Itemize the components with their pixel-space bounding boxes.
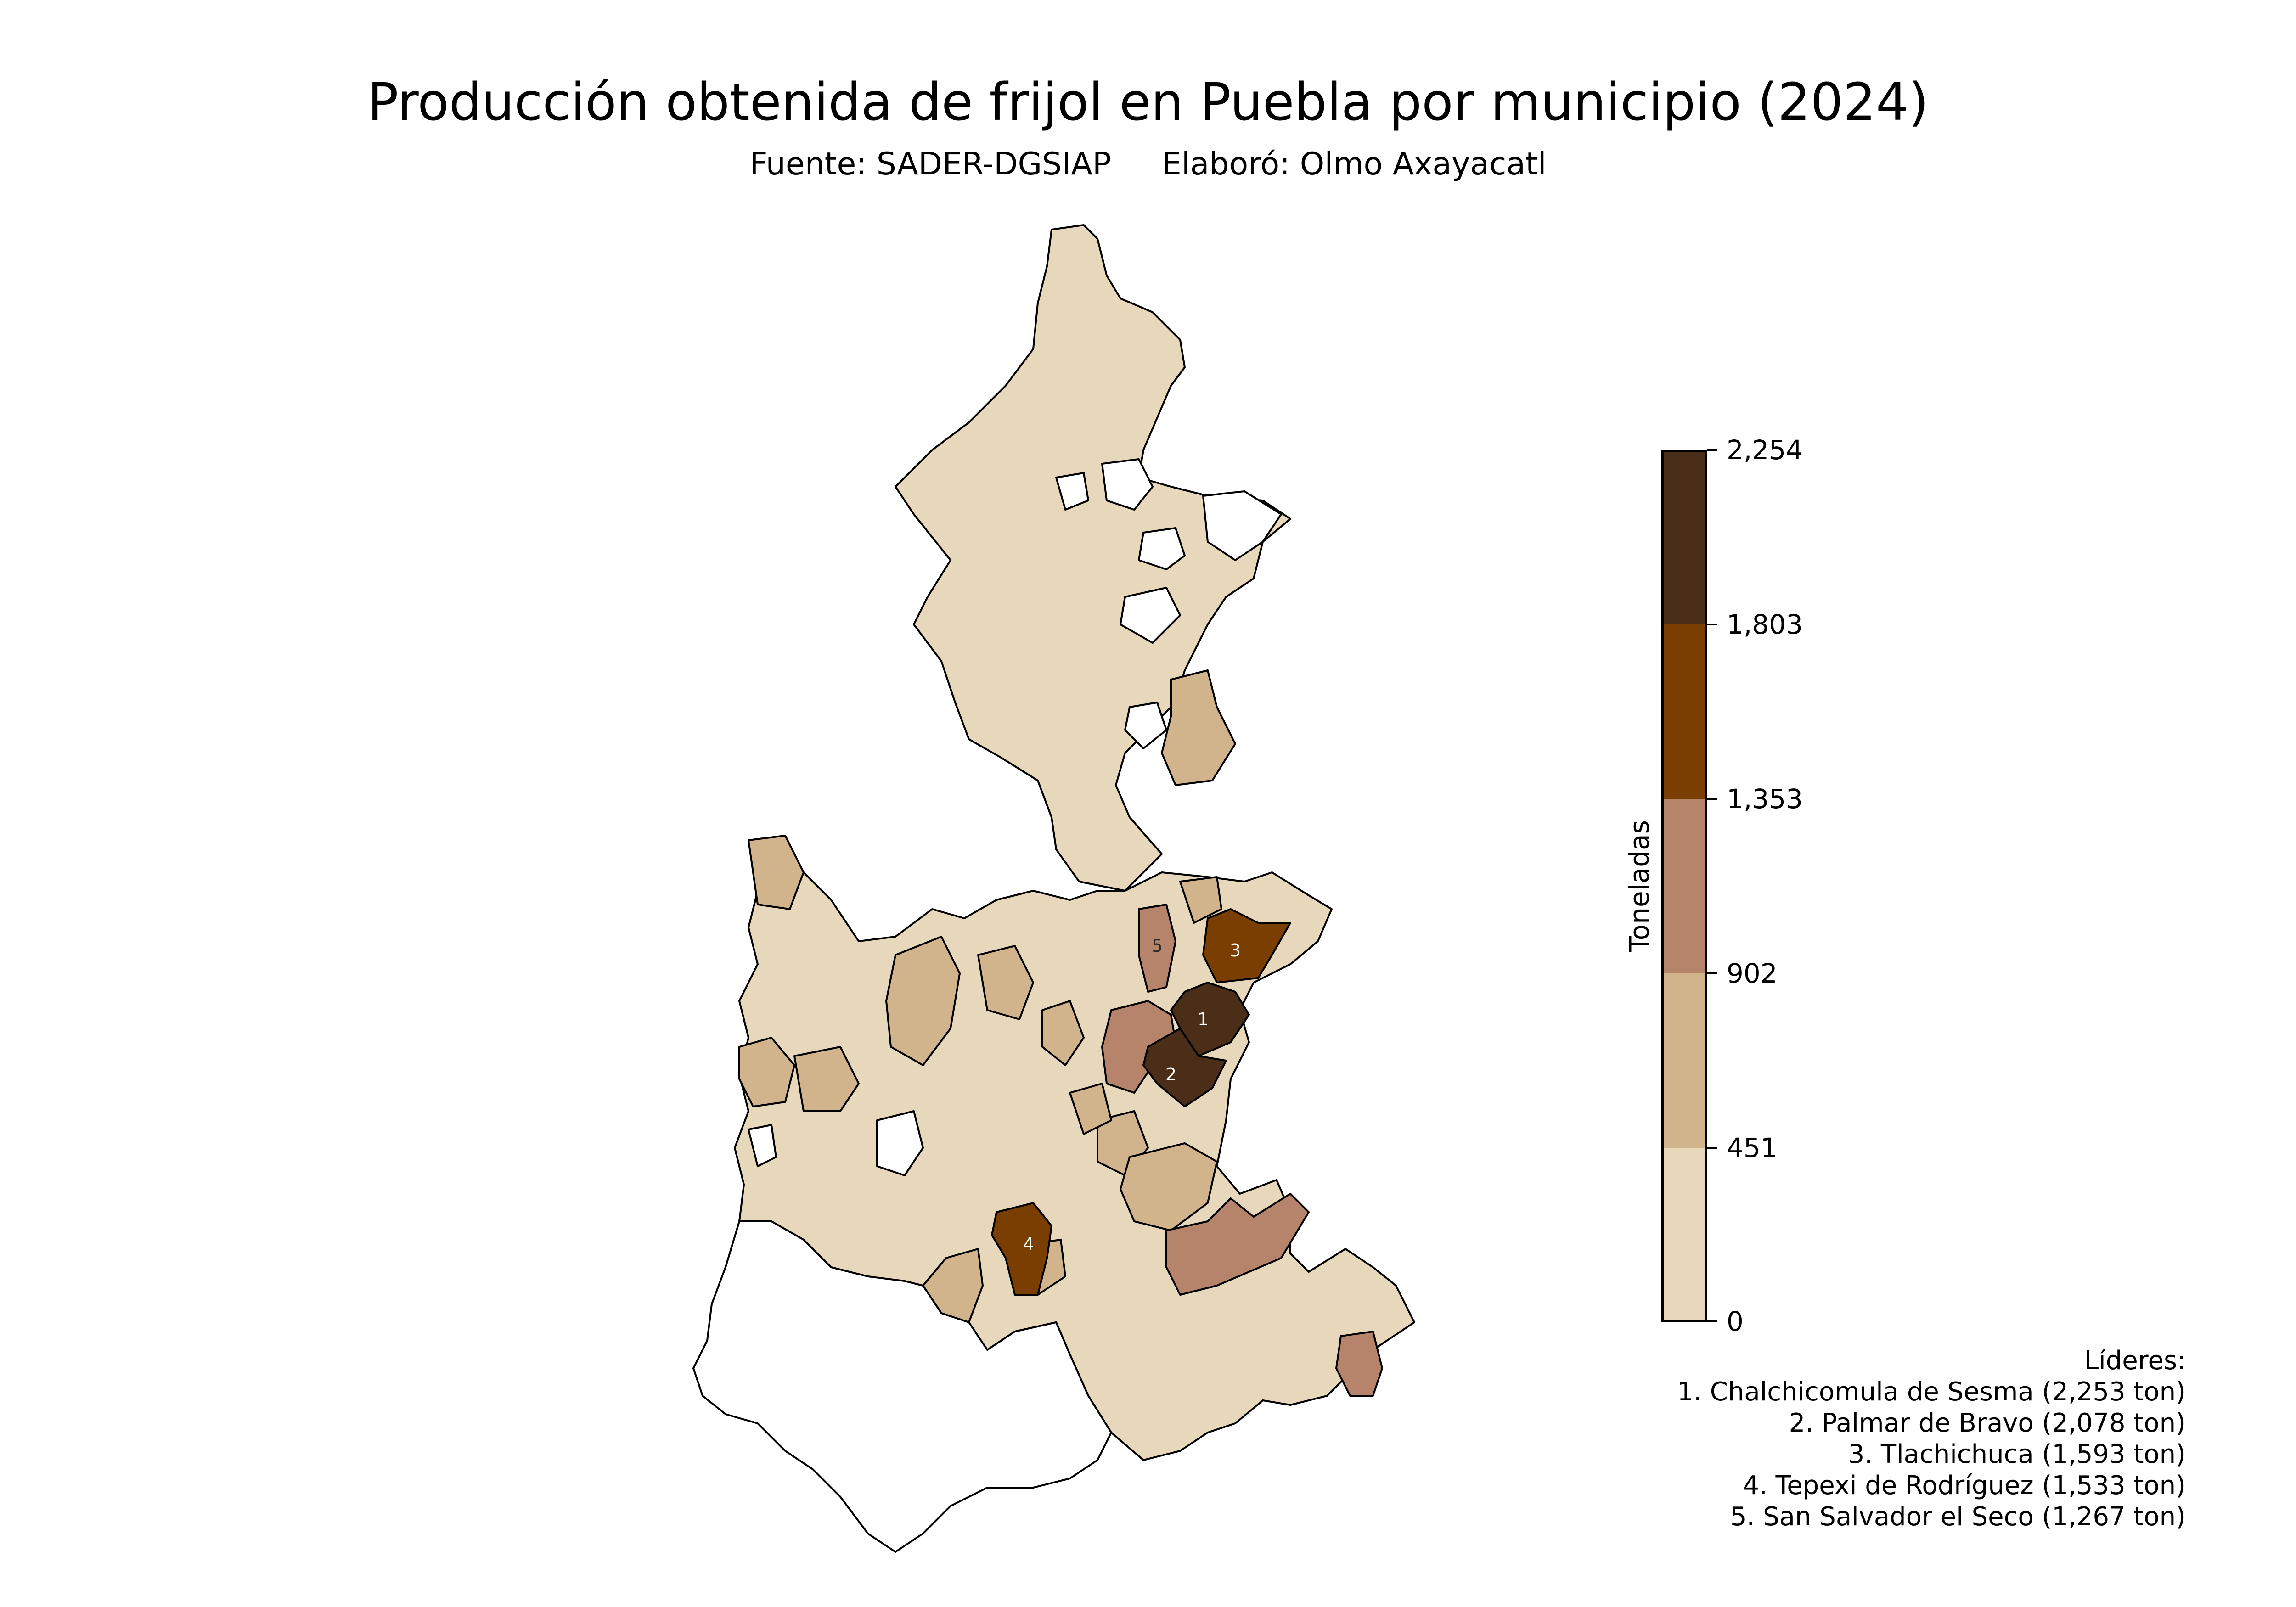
map-label-3: 3 [1230, 940, 1241, 961]
municipality-class-2 [748, 835, 805, 910]
municipality-class-5 [1170, 982, 1250, 1057]
municipality-class-4 [1202, 908, 1291, 983]
municipality-class-3 [1165, 1193, 1310, 1296]
colorbar [1661, 450, 1707, 1322]
colorbar-tick [1707, 624, 1717, 625]
colorbar-tick-label: 2,254 [1727, 434, 1803, 466]
colorbar-tick [1707, 449, 1717, 451]
municipality-no-data [1120, 587, 1181, 644]
colorbar-label: Toneladas [1624, 820, 1655, 952]
municipality-class-2 [738, 1037, 795, 1107]
author-credit: Elaboró: Olmo Axayacatl [1161, 146, 1547, 182]
colorbar-tick-label: 902 [1727, 958, 1778, 989]
municipality-class-2 [1179, 876, 1222, 924]
leader-item: 1. Chalchicomula de Sesma (2,253 ton) [1677, 1377, 2186, 1407]
colorbar-tick-label: 0 [1727, 1306, 1744, 1337]
municipality-no-data [1202, 490, 1282, 561]
municipality-class-2 [1161, 669, 1236, 786]
colorbar-tick-label: 451 [1727, 1132, 1778, 1163]
leader-item: 2. Palmar de Bravo (2,078 ton) [1789, 1408, 2186, 1438]
map-label-4: 4 [1023, 1234, 1034, 1254]
municipality-no-data [748, 1124, 777, 1167]
leaders-heading: Líderes: [2084, 1346, 2186, 1376]
colorbar-frame [1661, 450, 1707, 1322]
municipality-region-north [895, 224, 1291, 892]
map-label-1: 1 [1198, 1009, 1209, 1029]
puebla-municipality-map: 1 2 3 4 5 [574, 220, 1538, 1575]
leader-item: 3. Tlachichuca (1,593 ton) [1848, 1439, 2186, 1469]
colorbar-tick-label: 1,803 [1727, 609, 1803, 640]
colorbar-tick-label: 1,353 [1727, 783, 1803, 815]
colorbar-class-2 [1661, 973, 1707, 1148]
municipality-class-2 [1041, 1000, 1085, 1066]
municipality-class-2 [977, 945, 1034, 1020]
map-label-5: 5 [1152, 936, 1163, 956]
map-svg: 1 2 3 4 5 [692, 224, 1415, 1553]
map-subtitle: Fuente: SADER-DGSIAP Elaboró: Olmo Axayac… [0, 146, 2296, 183]
leader-item: 4. Tepexi de Rodríguez (1,533 ton) [1743, 1471, 2186, 1500]
leaders-annotation: Líderes: 1. Chalchicomula de Sesma (2,25… [1677, 1345, 2186, 1533]
municipality-no-data [876, 1110, 924, 1176]
colorbar-tick [1707, 798, 1717, 800]
municipality-class-3 [1138, 904, 1176, 993]
colorbar-tick [1707, 1147, 1717, 1149]
map-label-2: 2 [1165, 1064, 1176, 1084]
colorbar-class-1 [1661, 1148, 1707, 1322]
municipality-no-data [692, 1220, 1112, 1553]
colorbar-class-4 [1661, 624, 1707, 799]
source-credit: Fuente: SADER-DGSIAP [749, 146, 1111, 182]
leader-item: 5. San Salvador el Seco (1,267 ton) [1730, 1502, 2186, 1532]
municipality-no-data [1124, 702, 1167, 749]
municipality-no-data [1138, 527, 1186, 570]
municipality-class-2 [1069, 1083, 1112, 1135]
colorbar-class-5 [1661, 450, 1707, 624]
municipality-class-2 [1120, 1142, 1218, 1231]
colorbar-tick [1707, 1320, 1717, 1322]
municipality-no-data [1101, 458, 1154, 511]
municipality-class-4 [991, 1202, 1052, 1296]
map-title: Producción obtenida de frijol en Puebla … [367, 73, 1929, 132]
municipality-class-3 [1335, 1331, 1383, 1397]
municipality-class-2 [793, 1046, 860, 1112]
colorbar-class-3 [1661, 799, 1707, 973]
municipality-class-2 [885, 936, 961, 1066]
colorbar-tick [1707, 972, 1717, 974]
municipality-class-5 [1142, 1028, 1227, 1107]
municipality-no-data [1055, 472, 1089, 511]
